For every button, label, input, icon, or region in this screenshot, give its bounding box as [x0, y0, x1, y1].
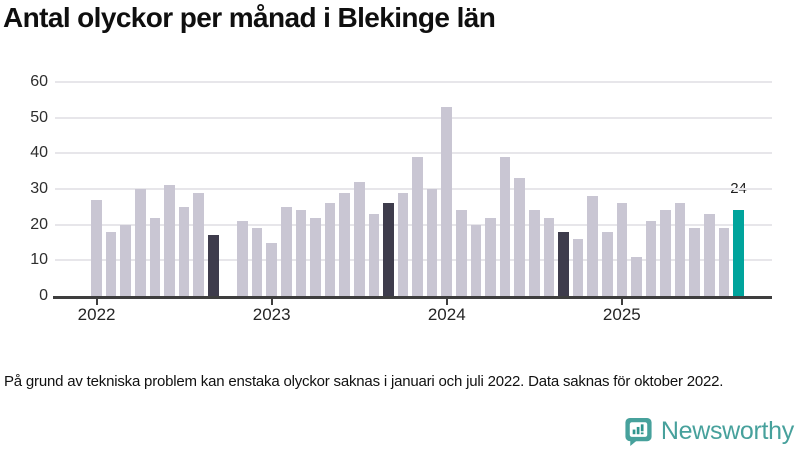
bar-2023-06	[339, 192, 350, 296]
bar-2023-01	[266, 242, 277, 296]
bar-2022-03	[120, 224, 132, 296]
bar-2025-05	[674, 203, 686, 296]
bar-2022-04	[135, 189, 146, 296]
x-axis-label-2022: 2022	[77, 305, 116, 324]
y-axis-label-0: 0	[39, 287, 48, 304]
bar-chart: 24 0 10 20 30 40 50 60 2022 2023 2024 2025	[30, 73, 772, 324]
bar-2024-10	[572, 238, 584, 296]
bar-2024-02	[456, 210, 467, 296]
y-axis-label-10: 10	[30, 251, 48, 269]
bar-2024-01	[441, 106, 453, 296]
bar-2025-02	[631, 256, 642, 296]
newsworthy-logo-text: Newsworthy	[660, 417, 794, 445]
bar-2024-11	[587, 196, 598, 296]
bar-2025-06	[689, 228, 701, 296]
gridline-60	[55, 81, 772, 83]
y-axis-label-60: 60	[30, 73, 48, 90]
newsworthy-logo-icon	[625, 417, 652, 447]
gridline-40	[55, 152, 772, 155]
bar-2023-07	[353, 181, 365, 296]
bar-2023-02	[280, 206, 292, 296]
bar-2025-09	[733, 210, 744, 296]
bar-2023-08	[368, 213, 380, 296]
y-axis-label-40: 40	[30, 144, 48, 162]
bar-2024-07	[529, 210, 540, 296]
bar-2023-05	[324, 203, 336, 296]
y-axis-label-20: 20	[30, 215, 48, 233]
bar-2022-07	[178, 206, 190, 296]
bar-2022-06	[164, 185, 175, 296]
x-axis-tick-2025	[620, 298, 623, 305]
x-axis-label-2024: 2024	[427, 305, 466, 324]
bar-2025-04	[660, 210, 671, 296]
bar-2023-10	[397, 192, 409, 296]
bar-2024-12	[601, 231, 613, 296]
bar-2023-04	[310, 217, 321, 296]
bar-2024-05	[499, 156, 511, 296]
x-axis-tick-2024	[445, 298, 448, 305]
bar-2025-08	[718, 228, 730, 296]
bar-2024-09	[558, 231, 569, 296]
x-axis-tick-2022	[95, 298, 98, 305]
bar-2024-04	[485, 217, 496, 296]
bar-2024-03	[470, 224, 482, 296]
gridline-50	[55, 116, 772, 119]
y-axis-label-30: 30	[30, 180, 48, 197]
bar-2022-12	[251, 228, 263, 296]
bar-2022-11	[237, 221, 248, 296]
bar-2023-09	[383, 203, 394, 296]
bar-2023-11	[412, 156, 423, 296]
bar-2022-01	[91, 199, 102, 296]
y-axis-label-50: 50	[30, 108, 48, 126]
x-axis-tick-2023	[270, 298, 273, 305]
bar-2024-06	[514, 178, 525, 296]
x-axis-label-2023: 2023	[252, 305, 291, 324]
footnote: På grund av tekniska problem kan enstaka…	[4, 373, 724, 390]
bar-2025-03	[645, 221, 657, 296]
bar-2024-08	[543, 217, 555, 296]
bar-2022-05	[149, 217, 161, 296]
newsworthy-logo: Newsworthy	[623, 416, 794, 447]
bar-2022-08	[193, 192, 205, 296]
bar-2022-02	[105, 231, 117, 296]
chart-title: Antal olyckor per månad i Blekinge län	[3, 2, 496, 33]
x-axis-label-2025: 2025	[602, 305, 641, 324]
bar-2022-09	[208, 235, 219, 296]
x-axis-line	[53, 296, 772, 299]
bar-2023-12	[426, 189, 438, 296]
bar-2025-07	[704, 213, 715, 296]
bar-2025-01	[616, 203, 628, 296]
bar-2023-03	[295, 210, 307, 296]
